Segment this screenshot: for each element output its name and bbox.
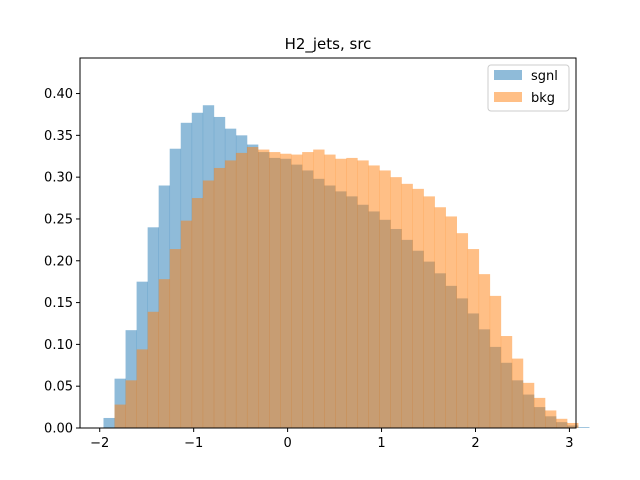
bkg-bar: [445, 216, 457, 428]
sgnl-bar: [578, 427, 590, 428]
bkg-bar: [467, 249, 480, 428]
bkg-bar: [456, 233, 469, 428]
y-tick-label: 0.15: [44, 296, 73, 311]
y-axis: 0.00 0.05 0.10 0.15 0.20 0.25 0.30 0.35 0.40: [44, 87, 80, 437]
y-tick-label: 0.10: [44, 338, 73, 353]
bkg-bar: [489, 295, 502, 428]
bkg-bar: [324, 154, 336, 428]
y-tick-label: 0.25: [44, 212, 73, 227]
sgnl-bar: [125, 330, 137, 428]
bkg-bar: [511, 358, 524, 428]
bkg-bar: [169, 249, 182, 428]
bkg-bar: [280, 153, 292, 428]
x-tick-label: −2: [90, 436, 109, 451]
bkg-bar: [533, 397, 546, 428]
bkg-bar: [302, 152, 314, 428]
legend-swatch-sgnl: [494, 70, 522, 80]
bkg-bar: [522, 382, 535, 428]
bkg-bar: [423, 196, 435, 428]
bkg-bar: [357, 160, 369, 428]
sgnl-bar: [114, 378, 126, 428]
bkg-bar: [434, 207, 446, 428]
bkg-bar: [379, 170, 391, 429]
bkg-bar: [412, 188, 424, 428]
bkg-bar: [346, 157, 358, 428]
bkg-bar: [368, 165, 380, 428]
bkg-bar: [500, 336, 513, 428]
x-tick-label: 3: [565, 436, 573, 451]
bkg-bar: [313, 149, 325, 428]
bkg-bar: [114, 404, 126, 428]
bkg-bar: [246, 147, 259, 428]
x-tick-label: 0: [283, 436, 291, 451]
bars-layer: [103, 105, 590, 429]
axes-frame: [79, 57, 577, 429]
legend-swatch-bkg: [494, 92, 522, 102]
bkg-bar: [390, 177, 402, 428]
x-tick-label: −1: [184, 436, 203, 451]
y-tick-label: 0.00: [44, 422, 73, 437]
x-tick-label: 1: [377, 436, 385, 451]
y-tick-label: 0.05: [44, 380, 73, 395]
y-tick-label: 0.30: [44, 171, 73, 186]
bkg-bar: [545, 410, 557, 428]
bkg-bar: [202, 180, 215, 428]
bkg-bar: [235, 152, 248, 428]
legend: sgnl bkg: [487, 64, 570, 112]
bkg-bar: [478, 274, 491, 428]
legend-label-bkg: bkg: [531, 91, 555, 106]
x-tick-label: 2: [471, 436, 479, 451]
legend-label-sgnl: sgnl: [531, 69, 558, 84]
bkg-bar: [269, 152, 281, 428]
y-tick-label: 0.20: [44, 254, 73, 269]
bkg-bar: [556, 418, 568, 428]
bkg-bar: [258, 149, 270, 428]
y-tick-label: 0.40: [44, 87, 73, 102]
y-tick-label: 0.35: [44, 129, 73, 144]
bkg-bar: [158, 279, 171, 428]
bkg-bar: [401, 183, 413, 428]
bkg-bar: [147, 311, 159, 428]
chart-title: H2_jets, src: [285, 35, 372, 54]
sgnl-bar: [103, 417, 115, 428]
bkg-bar: [191, 198, 204, 428]
bkg-bar: [335, 158, 347, 428]
bkg-bar: [567, 422, 579, 428]
bkg-bar: [213, 167, 226, 428]
bkg-bar: [125, 380, 137, 428]
series-bkg: [114, 147, 579, 429]
bkg-bar: [136, 349, 148, 428]
bkg-bar: [224, 160, 237, 428]
bkg-bar: [180, 220, 193, 428]
x-axis: −2 −1 0 1 2 3: [90, 428, 574, 451]
bkg-bar: [291, 154, 303, 428]
